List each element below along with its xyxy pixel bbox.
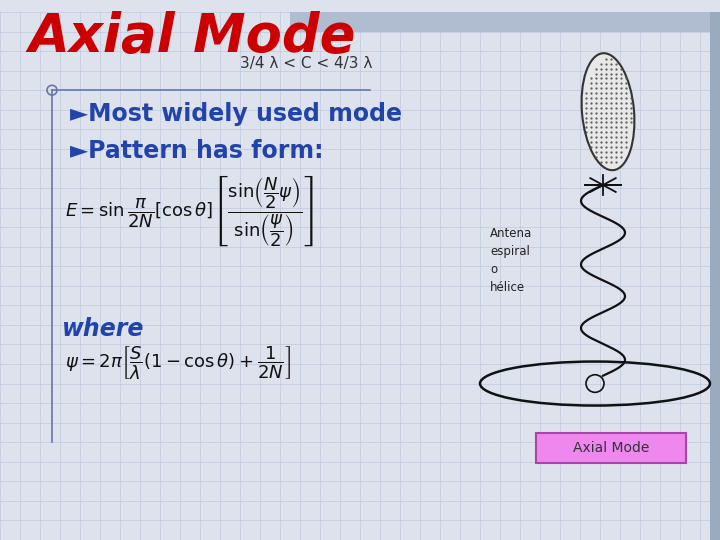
FancyBboxPatch shape xyxy=(536,434,686,463)
Text: $\psi = 2\pi\left[\dfrac{S}{\lambda}(1-\cos\theta)+\dfrac{1}{2N}\right]$: $\psi = 2\pi\left[\dfrac{S}{\lambda}(1-\… xyxy=(65,345,291,381)
Text: Axial Mode: Axial Mode xyxy=(28,11,356,63)
Text: 3/4 λ < C < 4/3 λ: 3/4 λ < C < 4/3 λ xyxy=(240,56,372,71)
Text: where: where xyxy=(62,317,145,341)
Text: ►Pattern has form:: ►Pattern has form: xyxy=(70,139,323,163)
Text: ►Most widely used mode: ►Most widely used mode xyxy=(70,102,402,126)
Text: Axial Mode: Axial Mode xyxy=(573,441,649,455)
Ellipse shape xyxy=(582,53,634,170)
Text: Antena
espiral
o
hélice: Antena espiral o hélice xyxy=(490,227,532,294)
Bar xyxy=(290,12,720,31)
Text: $E = \sin\dfrac{\pi}{2N}\left[\cos\theta\right]\left[\dfrac{\sin\!\left(\dfrac{N: $E = \sin\dfrac{\pi}{2N}\left[\cos\theta… xyxy=(65,173,313,249)
Bar xyxy=(710,12,720,540)
